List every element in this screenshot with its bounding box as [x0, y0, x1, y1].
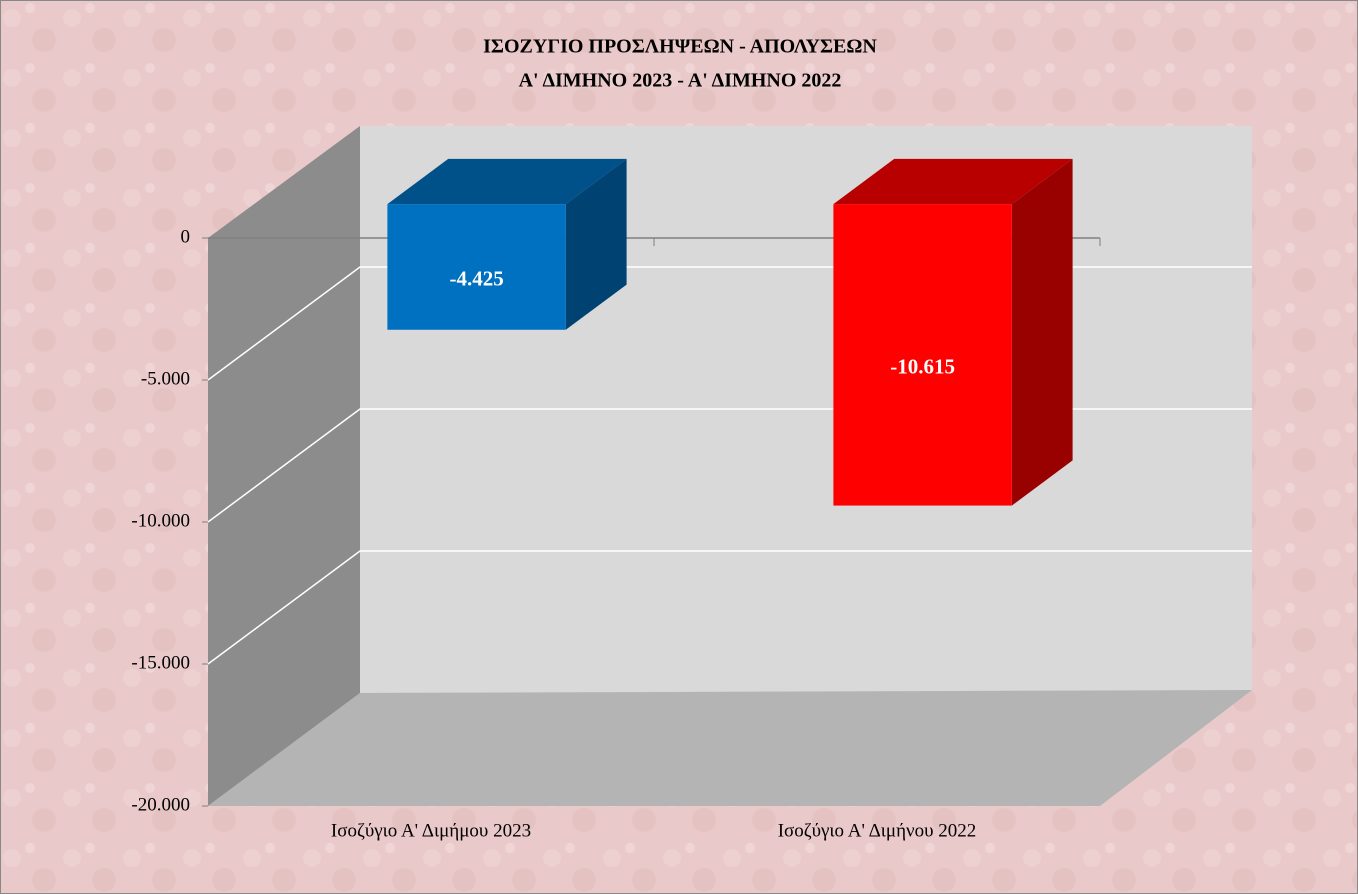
grid-line — [207, 550, 1252, 665]
x-tick-label: Ισοζύγιο Α' Διμήμου 2023 — [331, 820, 531, 841]
bar — [387, 204, 566, 330]
y-tick-label: -15.000 — [131, 652, 190, 673]
bar-top — [833, 158, 1073, 205]
y-tick-label: -20.000 — [131, 794, 190, 815]
value-label: -4.425 — [449, 267, 503, 291]
bar-top — [387, 158, 627, 205]
y-tick-label: -5.000 — [141, 368, 190, 389]
chart-subtitle: Α' ΔΙΜΗΝΟ 2023 - Α' ΔΙΜΗΝΟ 2022 — [519, 70, 842, 92]
bars — [387, 158, 1073, 506]
floor — [208, 690, 1252, 806]
bar — [833, 204, 1012, 506]
bar-side — [565, 158, 627, 330]
y-tick-label: 0 — [181, 226, 191, 247]
chart-title: ΙΣΟΖΥΓΙΟ ΠΡΟΣΛΗΨΕΩΝ - ΑΠΟΛΥΣΕΩΝ — [483, 36, 877, 58]
value-label: -10.615 — [890, 355, 955, 379]
bar-side — [1011, 158, 1073, 506]
x-tick-label: Ισοζύγιο Α' Διμήνου 2022 — [778, 820, 977, 841]
y-tick-label: -10.000 — [131, 510, 190, 531]
